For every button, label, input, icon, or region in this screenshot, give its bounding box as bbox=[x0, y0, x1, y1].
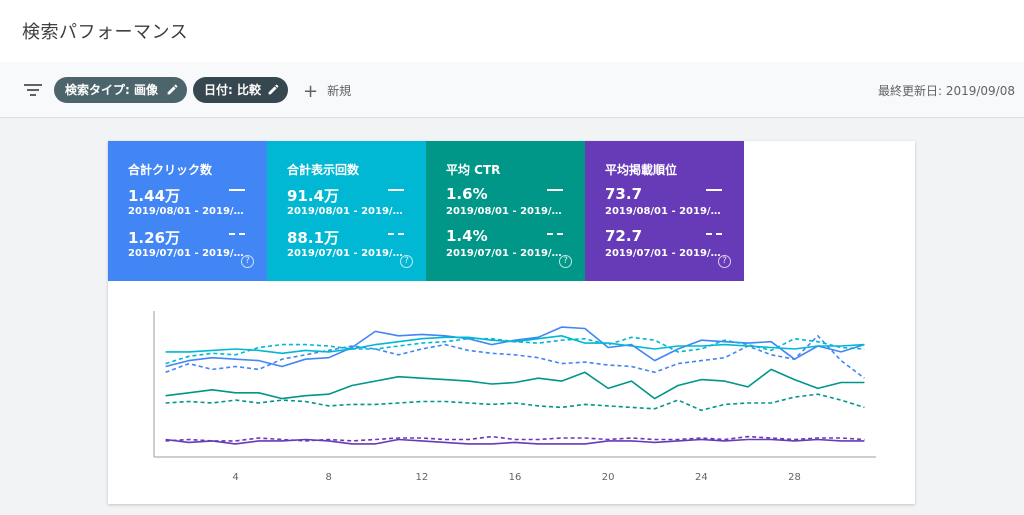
solid-line-legend-icon bbox=[388, 189, 404, 191]
solid-line-legend-icon bbox=[547, 189, 563, 191]
series-line-3 bbox=[165, 336, 865, 365]
edit-pencil-icon bbox=[268, 84, 279, 95]
help-icon[interactable]: ? bbox=[400, 255, 413, 268]
add-filter-label: 新規 bbox=[327, 84, 352, 98]
solid-line-legend-icon bbox=[706, 189, 722, 191]
metric-card-clicks[interactable]: 合計クリック数 1.44万 2019/08/01 - 2019/08/31 1.… bbox=[108, 141, 267, 281]
date-chip-label: 日付: 比較 bbox=[204, 83, 261, 97]
metric-value-current: 91.4万 bbox=[287, 187, 340, 205]
metric-range-current: 2019/08/01 - 2019/08/31 bbox=[605, 206, 726, 217]
solid-line-legend-icon bbox=[229, 189, 245, 191]
dashed-line-legend-icon bbox=[547, 233, 563, 235]
metric-range-current: 2019/08/01 - 2019/08/31 bbox=[287, 206, 408, 217]
metric-range-previous: 2019/07/01 - 2019/07/31 bbox=[128, 248, 249, 259]
line-chart-svg: 4 8 12 16 20 24 28 bbox=[153, 311, 876, 483]
metric-range-current: 2019/08/01 - 2019/08/31 bbox=[128, 206, 249, 217]
last-updated-text: 最終更新日: 2019/09/08 bbox=[877, 84, 1015, 98]
series-line-6 bbox=[165, 438, 865, 445]
metric-value-current: 73.7 bbox=[605, 185, 643, 203]
metric-value-current: 1.6% bbox=[446, 185, 488, 203]
metric-value-previous: 1.4% bbox=[446, 227, 488, 245]
metric-range-previous: 2019/07/01 - 2019/07/31 bbox=[446, 248, 567, 259]
x-tick-label: 12 bbox=[415, 472, 428, 483]
x-tick-label: 16 bbox=[509, 472, 522, 483]
page-title: 検索パフォーマンス bbox=[22, 22, 189, 43]
metric-card-impressions[interactable]: 合計表示回数 91.4万 2019/08/01 - 2019/08/31 88.… bbox=[267, 141, 426, 281]
filter-bar: 検索タイプ: 画像 日付: 比較 + 新規 最終更新日: 2019/09/08 bbox=[0, 62, 1024, 118]
x-tick-label: 24 bbox=[695, 472, 708, 483]
metric-card-ctr[interactable]: 平均 CTR 1.6% 2019/08/01 - 2019/08/31 1.4%… bbox=[426, 141, 585, 281]
series-line-5 bbox=[165, 393, 865, 412]
x-tick-label: 8 bbox=[325, 472, 331, 483]
performance-card: 合計クリック数 1.44万 2019/08/01 - 2019/08/31 1.… bbox=[108, 141, 915, 504]
dashed-line-legend-icon bbox=[229, 233, 245, 235]
metric-range-previous: 2019/07/01 - 2019/07/31 bbox=[287, 248, 408, 259]
metric-title: 平均掲載順位 bbox=[605, 163, 678, 177]
metric-value-previous: 72.7 bbox=[605, 227, 643, 245]
metric-value-previous: 88.1万 bbox=[287, 229, 340, 247]
metric-card-position[interactable]: 平均掲載順位 73.7 2019/08/01 - 2019/08/31 72.7… bbox=[585, 141, 744, 281]
metric-title: 合計表示回数 bbox=[287, 163, 360, 177]
x-tick-label: 28 bbox=[788, 472, 801, 483]
metric-title: 合計クリック数 bbox=[128, 163, 213, 177]
metric-title: 平均 CTR bbox=[446, 163, 501, 177]
series-line-0 bbox=[165, 326, 865, 368]
x-tick-label: 20 bbox=[602, 472, 615, 483]
series-line-4 bbox=[165, 368, 865, 400]
dashed-line-legend-icon bbox=[706, 233, 722, 235]
metric-value-previous: 1.26万 bbox=[128, 229, 181, 247]
performance-chart: 4 8 12 16 20 24 28 bbox=[108, 281, 915, 504]
series-line-7 bbox=[165, 435, 865, 442]
dashed-line-legend-icon bbox=[388, 233, 404, 235]
metric-range-previous: 2019/07/01 - 2019/07/31 bbox=[605, 248, 726, 259]
metric-value-current: 1.44万 bbox=[128, 187, 181, 205]
add-filter-button[interactable]: + 新規 bbox=[303, 81, 352, 102]
search-type-filter-chip[interactable]: 検索タイプ: 画像 bbox=[54, 77, 187, 103]
date-filter-chip[interactable]: 日付: 比較 bbox=[193, 77, 288, 103]
top-app-bar: 検索パフォーマンス bbox=[0, 0, 1024, 62]
help-icon[interactable]: ? bbox=[241, 255, 254, 268]
filter-list-icon[interactable] bbox=[24, 82, 42, 98]
help-icon[interactable]: ? bbox=[718, 255, 731, 268]
metric-range-current: 2019/08/01 - 2019/08/31 bbox=[446, 206, 567, 217]
help-icon[interactable]: ? bbox=[559, 255, 572, 268]
x-tick-label: 4 bbox=[232, 472, 238, 483]
edit-pencil-icon bbox=[167, 84, 178, 95]
plus-icon: + bbox=[303, 81, 319, 102]
search-type-chip-label: 検索タイプ: 画像 bbox=[65, 83, 158, 97]
